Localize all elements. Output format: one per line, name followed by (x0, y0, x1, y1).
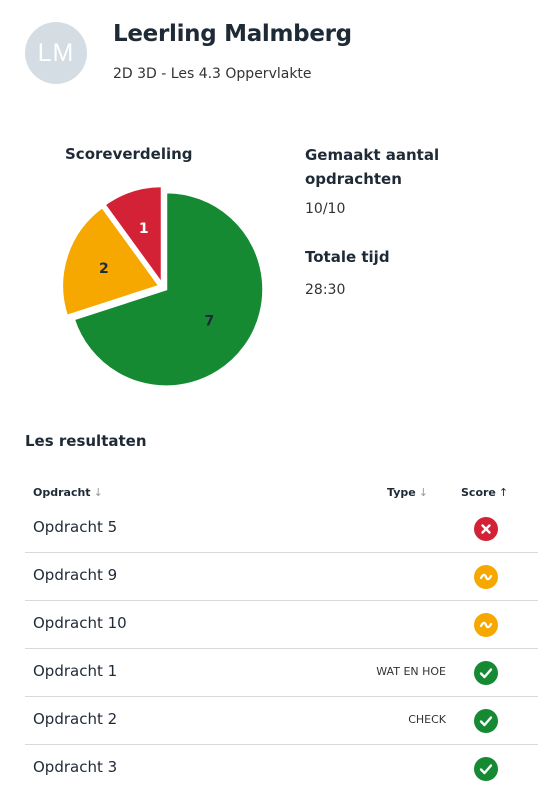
column-header-assignment[interactable]: Opdracht ↓ (33, 486, 103, 499)
sort-down-icon: ↓ (418, 486, 428, 499)
assignment-title[interactable]: Opdracht 1 (33, 662, 118, 680)
table-row[interactable]: Opdracht 2 CHECK (25, 697, 538, 745)
avatar-initials: LM (37, 38, 75, 67)
column-header-score-label: Score (461, 486, 496, 499)
assignment-type: WAT EN HOE (376, 665, 446, 678)
check-icon (479, 667, 493, 679)
score-badge-correct (474, 757, 498, 781)
table-row[interactable]: Opdracht 3 (25, 745, 538, 792)
tilde-icon (479, 620, 493, 630)
sort-down-icon: ↓ (93, 486, 103, 499)
made-count-value: 10/10 (305, 201, 346, 217)
pie-slice-incorrect (103, 185, 163, 287)
results-table: Opdracht 5 Opdracht 9 Opdracht 10 Opdracht … (25, 505, 538, 792)
score-badge-correct (474, 709, 498, 733)
pie-label-partial: 2 (99, 261, 109, 277)
score-pie-chart: 7 2 1 (61, 185, 265, 388)
pie-slice-correct (72, 191, 265, 388)
sort-up-icon: ↑ (498, 486, 509, 499)
assignment-title[interactable]: Opdracht 9 (33, 566, 118, 584)
score-badge-partial (474, 613, 498, 637)
table-row[interactable]: Opdracht 1 WAT EN HOE (25, 649, 538, 697)
made-count-label: Gemaakt aantal opdrachten (305, 146, 440, 188)
score-badge-partial (474, 565, 498, 589)
column-header-score[interactable]: Score ↑ (461, 486, 508, 499)
score-badge-correct (474, 661, 498, 685)
table-row[interactable]: Opdracht 9 (25, 553, 538, 601)
total-time-label: Totale tijd (305, 248, 390, 266)
lesson-title: 2D 3D - Les 4.3 Oppervlakte (113, 66, 312, 82)
column-header-type[interactable]: Type ↓ (387, 486, 428, 499)
column-header-type-label: Type (387, 486, 416, 499)
assignment-title[interactable]: Opdracht 2 (33, 710, 118, 728)
assignment-title[interactable]: Opdracht 3 (33, 758, 118, 776)
assignment-title[interactable]: Opdracht 10 (33, 614, 127, 632)
score-badge-incorrect (474, 517, 498, 541)
assignment-title[interactable]: Opdracht 5 (33, 518, 118, 536)
tilde-icon (479, 572, 493, 582)
pie-label-incorrect: 1 (139, 221, 149, 237)
column-header-assignment-label: Opdracht (33, 486, 91, 499)
pie-slice-partial (61, 205, 161, 317)
check-icon (479, 763, 493, 775)
student-name: Leerling Malmberg (113, 21, 352, 47)
assignment-type: CHECK (408, 713, 446, 726)
table-row[interactable]: Opdracht 5 (25, 505, 538, 553)
check-icon (479, 715, 493, 727)
pie-label-correct: 7 (205, 314, 215, 330)
avatar: LM (25, 22, 87, 84)
results-title: Les resultaten (25, 432, 147, 450)
cross-icon (480, 523, 492, 535)
total-time-value: 28:30 (305, 282, 346, 298)
chart-title: Scoreverdeling (65, 145, 193, 163)
table-row[interactable]: Opdracht 10 (25, 601, 538, 649)
